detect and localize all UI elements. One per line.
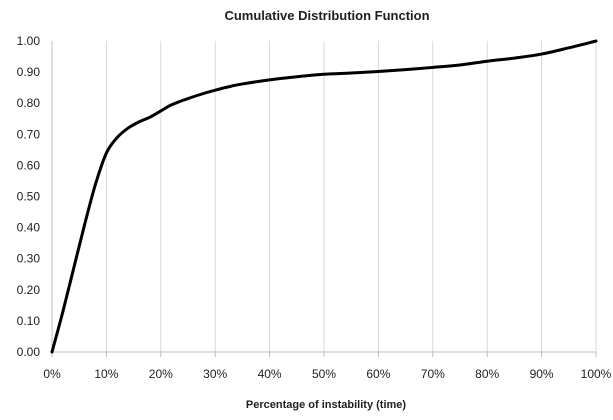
y-tick-label: 0.30 xyxy=(17,252,41,266)
x-tick-label: 100% xyxy=(581,367,612,381)
x-tick-label: 70% xyxy=(421,367,445,381)
y-tick-label: 0.50 xyxy=(17,190,41,204)
y-tick-label: 0.00 xyxy=(17,345,41,359)
x-tick-label: 90% xyxy=(530,367,554,381)
y-tick-label: 0.70 xyxy=(17,127,41,141)
axis-layer xyxy=(51,41,597,357)
y-tick-label: 0.10 xyxy=(17,314,41,328)
y-tick-label: 1.00 xyxy=(17,34,41,48)
x-tick-label: 40% xyxy=(258,367,282,381)
x-tick-label: 80% xyxy=(475,367,499,381)
y-tick-labels: 0.00 0.10 0.20 0.30 0.40 0.50 0.60 0.70 0.80 0.90… xyxy=(17,34,41,359)
x-tick-label: 10% xyxy=(94,367,118,381)
x-tick-label: 0% xyxy=(43,367,61,381)
x-tick-label: 60% xyxy=(366,367,390,381)
x-tick-label: 20% xyxy=(149,367,173,381)
y-tick-label: 0.80 xyxy=(17,96,41,110)
grid-layer xyxy=(105,41,597,352)
cdf-series-line xyxy=(50,39,598,354)
x-tick-label: 30% xyxy=(203,367,227,381)
x-tick-label: 50% xyxy=(312,367,336,381)
y-tick-label: 0.20 xyxy=(17,283,41,297)
y-tick-label: 0.90 xyxy=(17,65,41,79)
y-tick-label: 0.40 xyxy=(17,221,41,235)
x-axis-label: Percentage of instability (time) xyxy=(246,399,406,411)
series-layer xyxy=(50,39,598,354)
y-tick-label: 0.60 xyxy=(17,158,41,172)
chart-title: Cumulative Distribution Function xyxy=(224,8,429,23)
x-tick-labels: 0% 10% 20% 30% 40% 50% 60% 70% 80% 90% 100% xyxy=(43,367,611,381)
